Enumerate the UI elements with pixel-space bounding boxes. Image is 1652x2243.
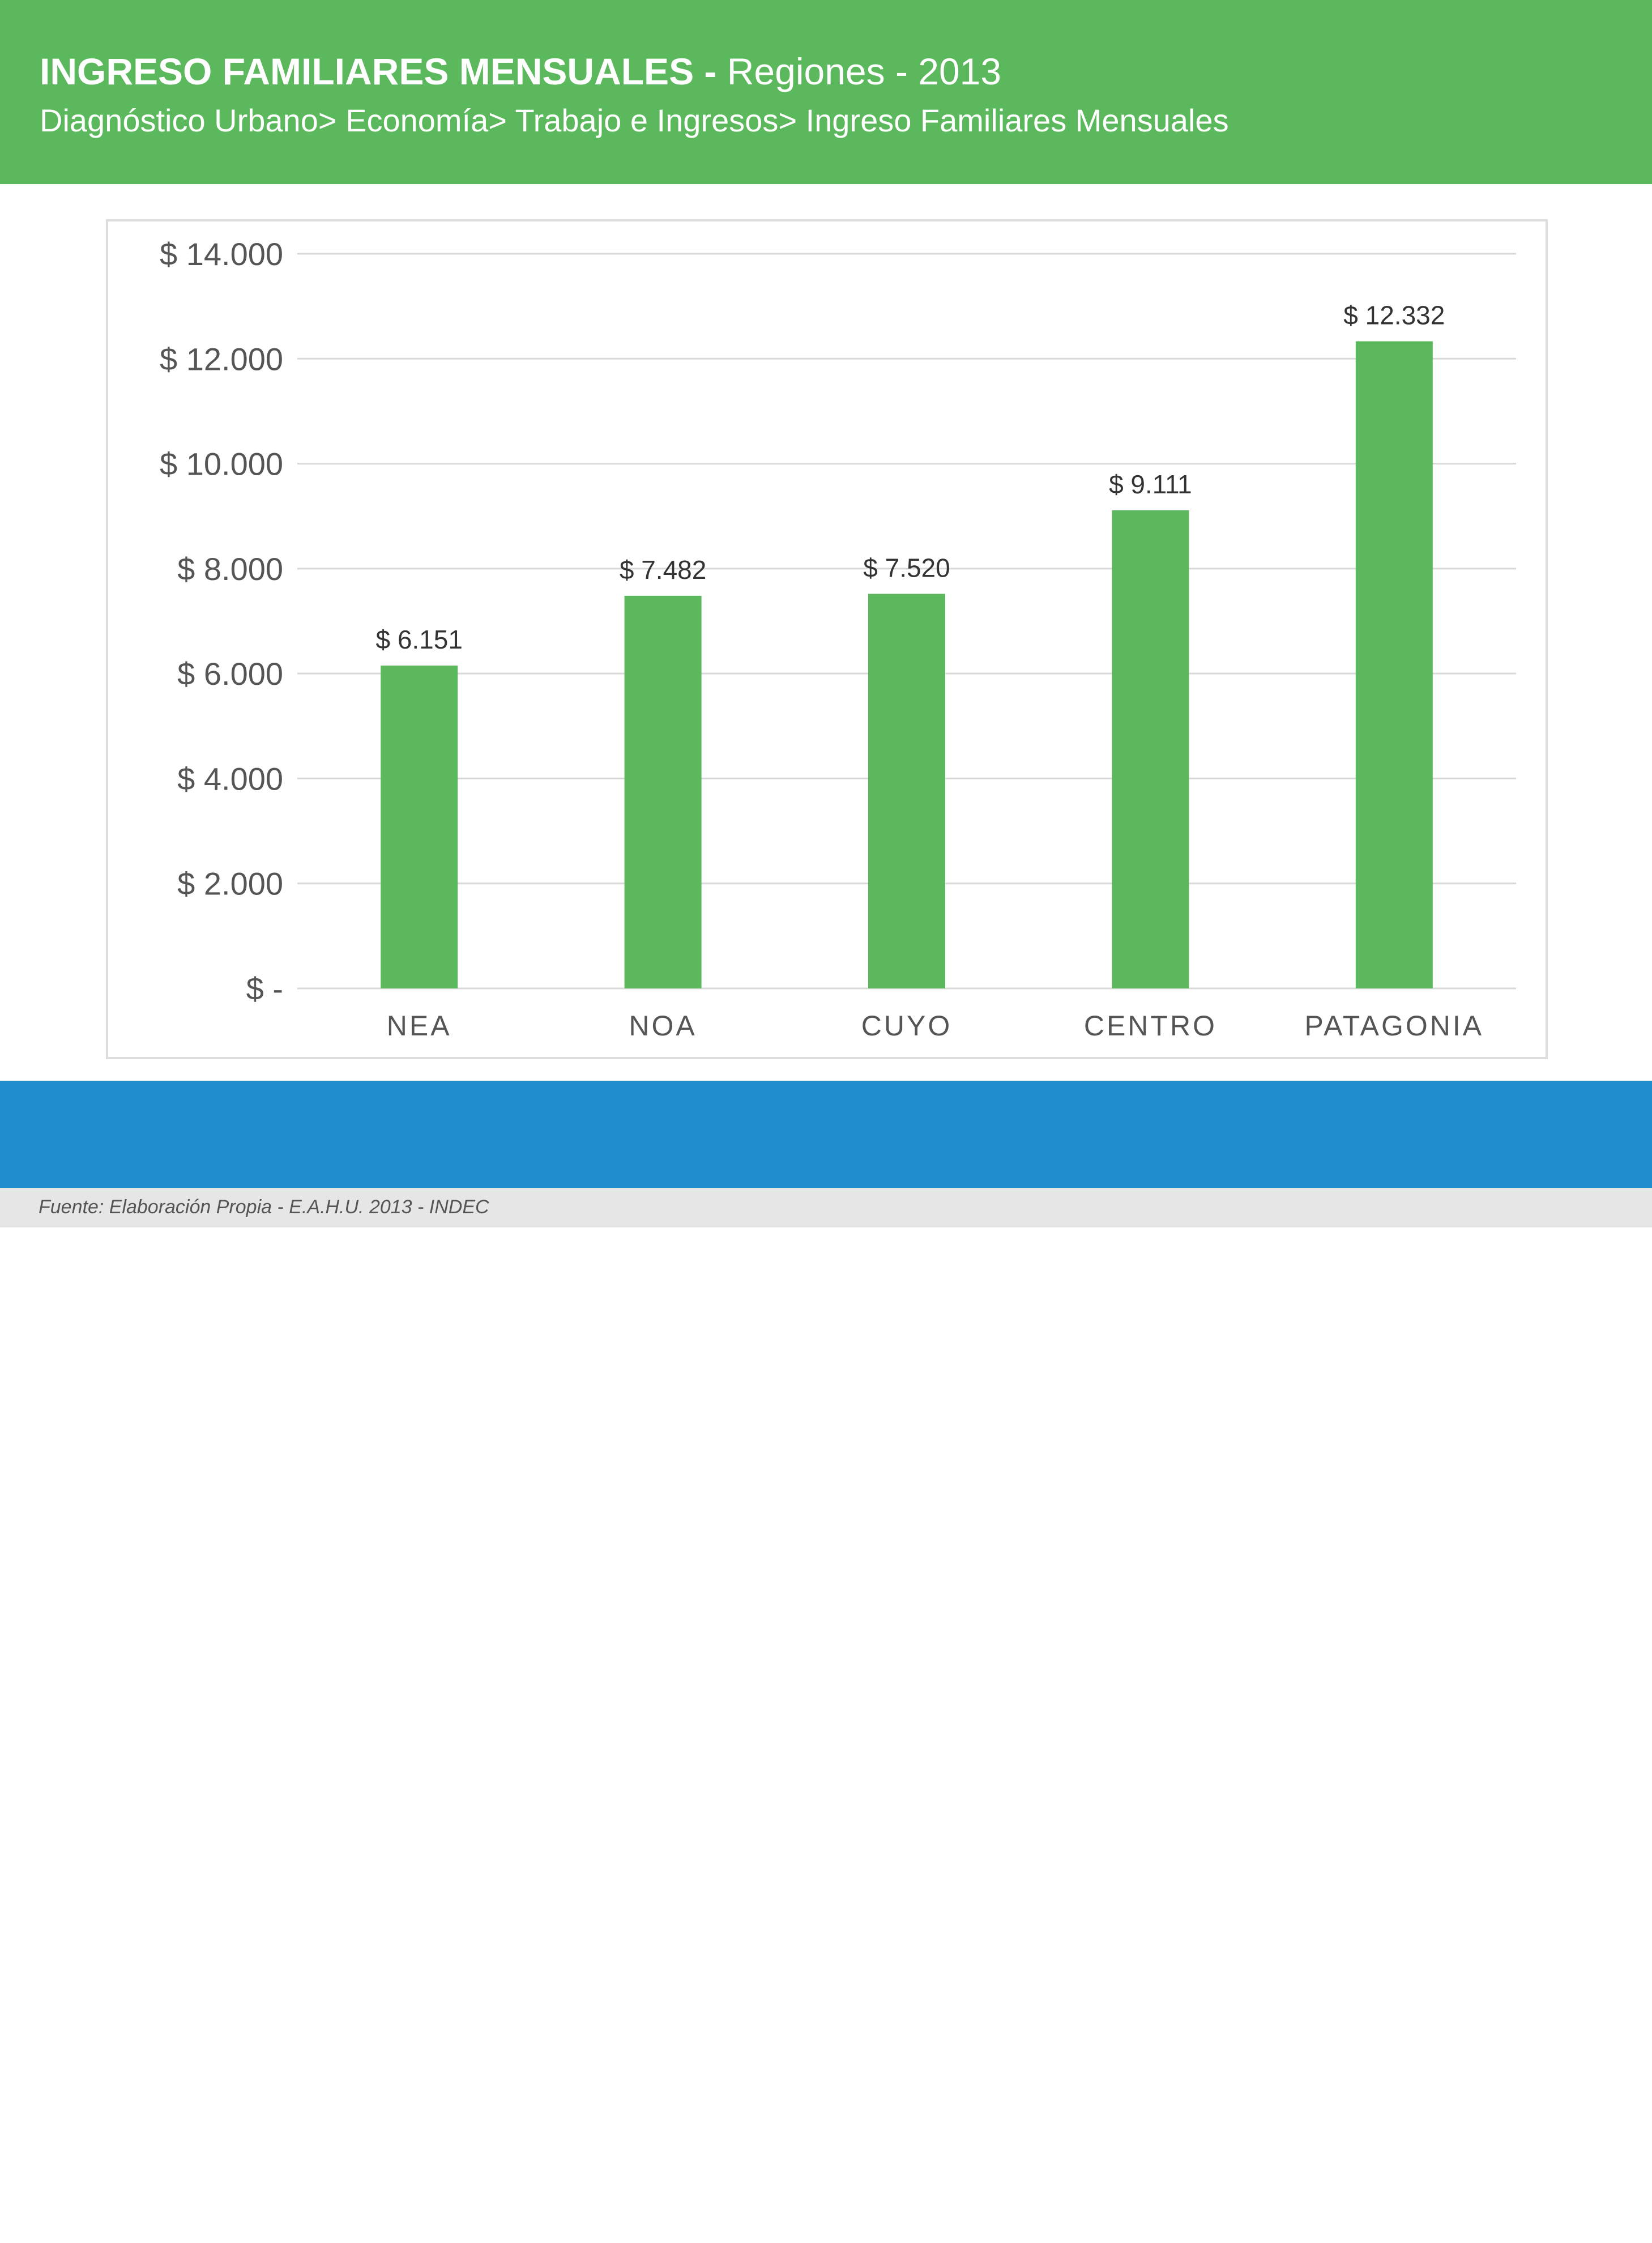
bar xyxy=(624,595,702,988)
x-tick-label: PATAGONIA xyxy=(1305,1010,1484,1042)
header-band: INGRESO FAMILIARES MENSUALES - Regiones … xyxy=(0,0,1652,184)
title-bold: INGRESO FAMILIARES MENSUALES - xyxy=(40,50,717,92)
observatorio-line: URBANO xyxy=(1318,2225,1371,2236)
data-label: $ 12.332 xyxy=(1343,301,1445,330)
ministerio-logo: Ministerio del Interior, Obras Públicas … xyxy=(1438,2195,1637,2241)
x-tick-label: NOA xyxy=(629,1010,697,1042)
data-label: $ 6.151 xyxy=(375,625,462,654)
data-label: $ 7.520 xyxy=(863,553,950,582)
ministerio-line2: Obras Públicas y Vivienda xyxy=(1468,2210,1581,2221)
source-band xyxy=(0,1188,1652,1227)
y-tick-label: $ 4.000 xyxy=(177,761,283,796)
title-subtitle: Regiones - 2013 xyxy=(727,50,1002,92)
footer-band: OBSERVATORIO FEDERAL URBANO Ministerio d… xyxy=(0,1081,1652,2241)
source-note: Fuente: Elaboración Propia - E.A.H.U. 20… xyxy=(39,1196,489,1218)
breadcrumb: Diagnóstico Urbano> Economía> Trabajo e … xyxy=(40,103,1229,138)
presidencia-text: Presidencia de la Nación xyxy=(1468,2221,1622,2236)
data-label: $ 9.111 xyxy=(1109,470,1192,499)
y-tick-label: $ 14.000 xyxy=(160,236,283,272)
y-tick-label: $ 2.000 xyxy=(177,866,283,902)
bar xyxy=(1355,341,1433,988)
y-tick-label: $ 10.000 xyxy=(160,446,283,482)
observatorio-line: OBSERVATORIO xyxy=(1318,2198,1415,2208)
observatorio-text: OBSERVATORIO FEDERAL URBANO xyxy=(1318,2197,1415,2237)
bar xyxy=(381,666,458,988)
bar xyxy=(868,594,945,988)
y-tick-label: $ 6.000 xyxy=(177,656,283,692)
observatorio-line: FEDERAL xyxy=(1318,2211,1376,2222)
bar-chart: $ - $ 2.000 $ 4.000 $ 6.000 $ 8.000 $ 10.000 $… xyxy=(160,236,1516,1042)
y-tick-label: $ 8.000 xyxy=(177,551,283,587)
ministerio-line1: Ministerio del Interior, xyxy=(1468,2199,1560,2210)
observatorio-logo: OBSERVATORIO FEDERAL URBANO xyxy=(1288,2186,1419,2243)
data-label: $ 7.482 xyxy=(620,555,706,585)
y-tick-label: $ 12.000 xyxy=(160,341,283,377)
page-title: INGRESO FAMILIARES MENSUALES - Regiones … xyxy=(40,50,1001,93)
bar xyxy=(1112,510,1189,988)
x-tick-label: CENTRO xyxy=(1084,1010,1217,1042)
dots-icon xyxy=(1290,2188,1307,2241)
y-tick-label: $ - xyxy=(246,971,283,1007)
coat-of-arms-icon xyxy=(1440,2199,1460,2228)
x-tick-label: CUYO xyxy=(861,1010,952,1042)
x-tick-label: NEA xyxy=(387,1010,452,1042)
